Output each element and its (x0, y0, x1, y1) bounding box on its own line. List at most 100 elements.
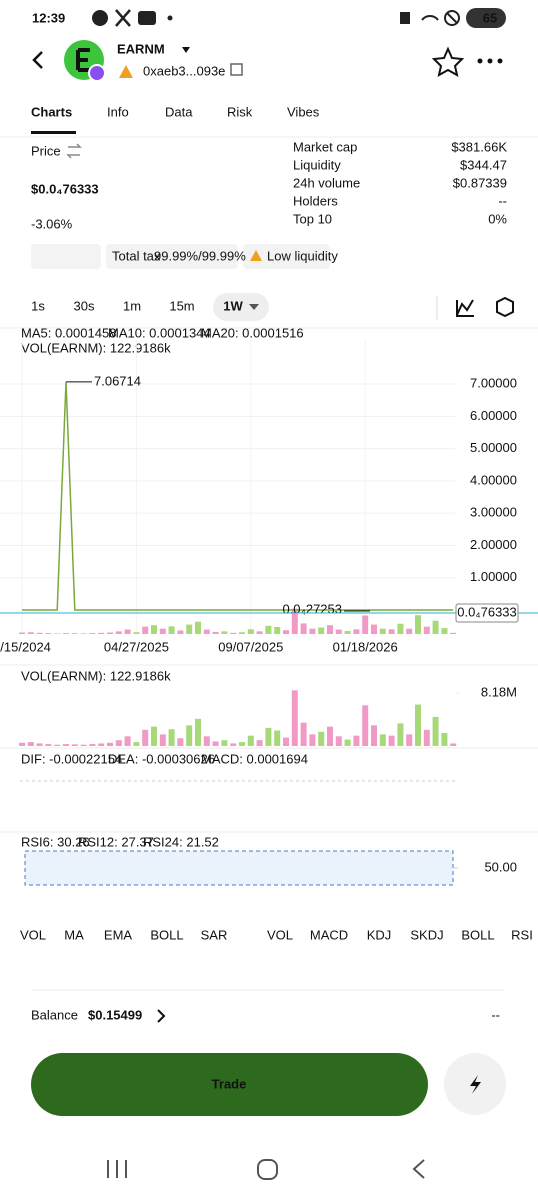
trade-label[interactable]: Trade (212, 1076, 247, 1091)
indicator-tab[interactable]: BOLL (461, 927, 494, 942)
swap-icon[interactable] (66, 143, 82, 159)
favorite-button[interactable] (431, 46, 465, 77)
indicator-tab[interactable]: MA (64, 927, 84, 942)
timeframe[interactable]: 1W (223, 298, 243, 313)
settings-button[interactable] (496, 296, 514, 318)
y-tick-label: 8.18M (481, 685, 517, 700)
tab[interactable]: Info (107, 104, 129, 119)
volume-bar (63, 633, 69, 634)
token-name: EARNM (117, 41, 165, 56)
volume-bar (19, 632, 25, 634)
tab[interactable]: Charts (31, 104, 72, 119)
liquidity-tag (243, 244, 330, 269)
volume-bar (107, 632, 113, 634)
volume-bar (36, 743, 43, 746)
volume-bar (124, 736, 131, 746)
active-tab-indicator (31, 131, 76, 134)
stat-label: Holders (293, 193, 338, 208)
volume-bar (388, 735, 395, 746)
volume-bar (168, 729, 175, 746)
home-button[interactable] (257, 1159, 278, 1180)
volume-bar (256, 631, 263, 634)
volume-bar (327, 726, 333, 746)
volume-bar (344, 739, 351, 746)
indicator-button[interactable] (456, 299, 474, 317)
volume-bar (115, 740, 122, 746)
stat-label: Top 10 (293, 211, 332, 226)
timeframe[interactable]: 1m (123, 298, 141, 313)
dropdown-caret[interactable] (182, 47, 190, 53)
y-tick-label: 5.00000 (470, 440, 517, 455)
timeframe[interactable]: 1s (31, 298, 45, 313)
volume-bar (133, 742, 140, 746)
x-tick-label: 09/07/2025 (218, 639, 283, 654)
more-button[interactable] (477, 58, 503, 64)
stat-value: 0% (488, 211, 507, 226)
volume-bar (168, 626, 175, 634)
volume-bar (54, 744, 61, 746)
trade-button[interactable] (31, 1053, 428, 1116)
stat-value: $344.47 (460, 157, 507, 172)
volume-bar (186, 624, 193, 634)
indicator-tab[interactable]: MACD (310, 927, 348, 942)
indicator-tab[interactable]: BOLL (150, 927, 183, 942)
indicator-tab[interactable]: SKDJ (410, 927, 443, 942)
stat-value: $0.87339 (453, 175, 507, 190)
volume-bar (151, 726, 157, 746)
warning-icon (250, 250, 262, 261)
volume-bar (291, 690, 298, 746)
volume-bar (195, 621, 201, 634)
price-line (22, 381, 454, 611)
volume-bar (327, 625, 333, 634)
timeframe[interactable]: 30s (74, 298, 95, 313)
timeframe-active[interactable] (213, 293, 269, 321)
tool-icons[interactable] (31, 244, 101, 269)
indicator-tab[interactable]: VOL (267, 927, 293, 942)
volume-bar (247, 629, 254, 634)
indicator-tab[interactable]: KDJ (367, 927, 392, 942)
volume-bar (19, 742, 25, 746)
back-button[interactable] (32, 51, 43, 69)
volume-bar (415, 615, 421, 634)
volume-bar (203, 629, 210, 634)
indicator-tab[interactable]: SAR (201, 927, 228, 942)
timeframe[interactable]: 15m (169, 298, 194, 313)
indicator-tab[interactable]: RSI (511, 927, 533, 942)
balance-right: -- (491, 1007, 500, 1022)
volume-bar (265, 727, 272, 746)
dropdown-caret[interactable] (249, 304, 259, 310)
price-label: Price (31, 143, 61, 158)
volume-bar (247, 735, 254, 746)
recents-button[interactable] (107, 1160, 127, 1178)
copy-icon[interactable] (230, 63, 243, 76)
volume-bar (195, 718, 201, 746)
token-address: 0xaeb3...093e (143, 63, 225, 78)
liquidity-warning: Low liquidity (267, 248, 338, 263)
tab[interactable]: Risk (227, 104, 253, 119)
last-price-label: 0.0₄76333 (457, 604, 517, 619)
balance-label: Balance (31, 1007, 78, 1022)
volume-bar (239, 632, 245, 634)
volume-bar (406, 628, 413, 634)
chain-badge (88, 64, 106, 82)
volume-bar (230, 743, 237, 746)
volume-bar (151, 625, 157, 634)
volume-bar (362, 705, 369, 746)
volume-bar (388, 629, 395, 634)
tab[interactable]: Data (165, 104, 193, 119)
volume-bar (274, 626, 281, 634)
tab[interactable]: Vibes (287, 104, 320, 119)
indicator-tab[interactable]: EMA (104, 927, 133, 942)
stat-label: 24h volume (293, 175, 360, 190)
back-nav-button[interactable] (412, 1159, 425, 1179)
balance-chevron[interactable] (157, 1009, 166, 1023)
volume-bar (159, 734, 166, 746)
volume-bar (423, 729, 430, 746)
volume-bar (441, 628, 448, 634)
indicator-tab[interactable]: VOL (20, 927, 46, 942)
volume-bar (54, 633, 61, 634)
x-tick-label: 04/27/2025 (104, 639, 169, 654)
volume-bar (362, 615, 369, 634)
volume-bar (450, 632, 457, 634)
volume-bar (212, 631, 219, 634)
